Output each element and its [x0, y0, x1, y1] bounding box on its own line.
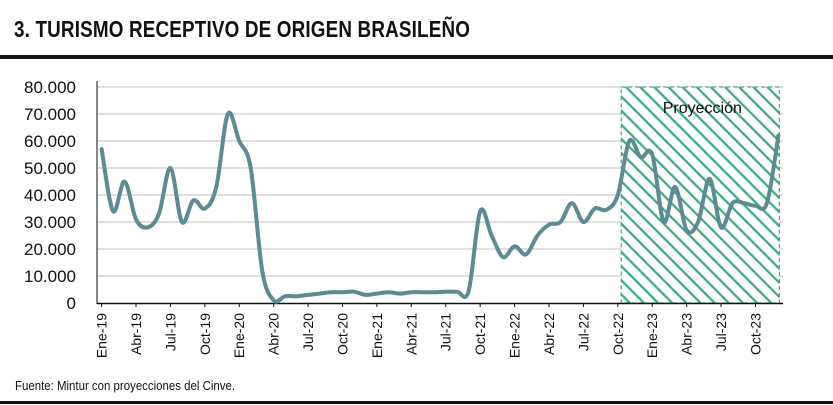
x-tick-label: Jul-20 — [300, 313, 316, 351]
x-tick-label: Jul-21 — [438, 313, 454, 351]
x-tick-label: Oct-20 — [334, 313, 350, 355]
title-rule — [0, 55, 833, 59]
y-tick-label: 50.000 — [24, 159, 76, 178]
x-tick-label: Ene-23 — [644, 313, 660, 358]
axes — [96, 81, 783, 307]
source-note: Fuente: Mintur con proyecciones del Cinv… — [15, 378, 236, 393]
y-tick-label: 0 — [67, 294, 76, 313]
y-tick-label: 60.000 — [24, 132, 76, 151]
x-tick-label: Oct-23 — [747, 313, 763, 355]
bottom-rule — [0, 401, 833, 404]
x-tick-label: Oct-22 — [610, 313, 626, 355]
x-tick-label: Ene-21 — [369, 313, 385, 358]
x-tick-label: Abr-23 — [679, 313, 695, 355]
y-tick-label: 70.000 — [24, 105, 76, 124]
y-tick-label: 30.000 — [24, 213, 76, 232]
projection-area — [620, 86, 781, 304]
series-layer — [99, 110, 781, 304]
tick-labels: 80.000 70.000 60.000 50.000 40.000 30.000 20.0… — [24, 78, 763, 358]
x-tick-label: Ene-22 — [507, 313, 523, 358]
x-tick-label: Abr-20 — [266, 313, 282, 355]
projection-label: Proyección — [663, 100, 742, 117]
series-line — [99, 110, 781, 304]
x-tick-label: Oct-19 — [197, 313, 213, 355]
projection-zone: Proyección — [620, 86, 781, 304]
x-tick-label: Jul-19 — [162, 313, 178, 351]
y-tick-label: 20.000 — [24, 240, 76, 259]
x-tick-label: Ene-19 — [94, 313, 110, 358]
y-tick-label: 10.000 — [24, 267, 76, 286]
x-tick-label: Ene-20 — [231, 313, 247, 358]
x-tick-label: Abr-19 — [128, 313, 144, 355]
x-tick-label: Abr-22 — [541, 313, 557, 355]
x-tick-label: Oct-21 — [472, 313, 488, 355]
x-tick-label: Abr-21 — [403, 313, 419, 355]
chart-title: 3. TURISMO RECEPTIVO DE ORIGEN BRASILEÑO — [14, 16, 471, 42]
y-tick-label: 40.000 — [24, 186, 76, 205]
x-tick-label: Jul-22 — [575, 313, 591, 351]
x-tick-label: Jul-23 — [713, 313, 729, 351]
y-tick-label: 80.000 — [24, 78, 76, 97]
